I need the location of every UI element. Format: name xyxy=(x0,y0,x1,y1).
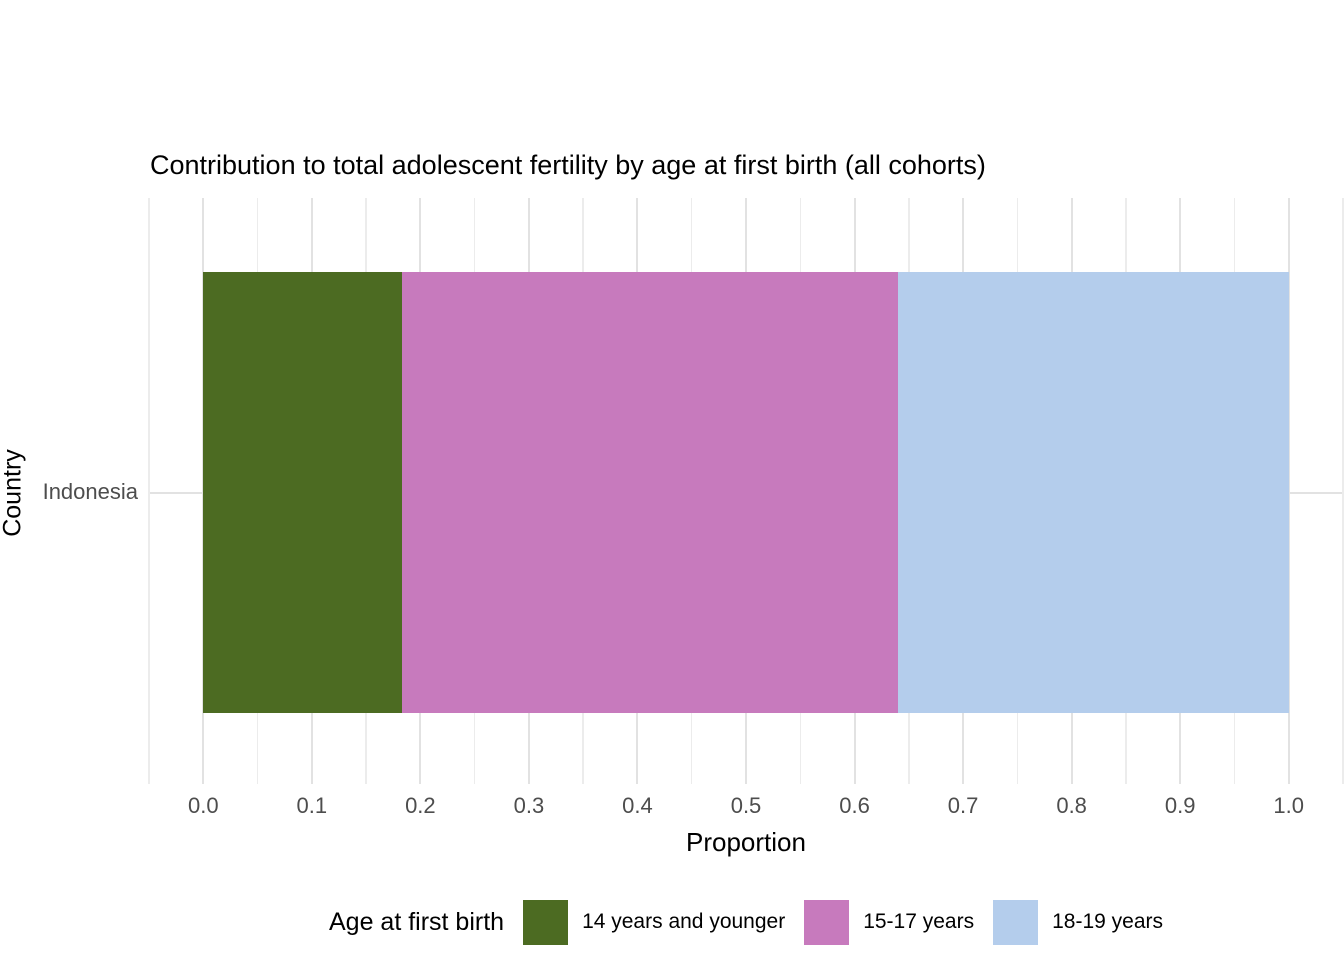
bar-segment-14-years-and-younger xyxy=(203,272,402,713)
legend-label: 18-19 years xyxy=(1052,910,1164,933)
x-tick-label: 0.4 xyxy=(622,793,653,818)
legend-title: Age at first birth xyxy=(328,907,505,936)
x-tick-label: 0.7 xyxy=(947,793,979,818)
legend-item: 14 years and younger xyxy=(523,899,786,945)
bar-segment-18-19-years xyxy=(897,272,1289,713)
x-axis-title: Proportion xyxy=(686,827,806,857)
legend-item: 18-19 years xyxy=(993,899,1164,945)
x-tick-label: 0.1 xyxy=(296,793,328,818)
y-tick-label-indonesia: Indonesia xyxy=(42,479,138,504)
x-tick-label: 0.9 xyxy=(1164,793,1196,818)
gridline-vertical-minor xyxy=(148,198,150,784)
legend-label: 15-17 years xyxy=(863,910,975,933)
plot-panel xyxy=(148,198,1344,784)
legend-swatch xyxy=(804,899,850,945)
x-tick-label: 0.6 xyxy=(839,793,870,818)
x-tick-label: 0.5 xyxy=(730,793,762,818)
x-tick-label: 0.8 xyxy=(1056,793,1087,818)
legend-swatch xyxy=(523,899,569,945)
legend: Age at first birth 14 years and younger 1… xyxy=(149,897,1343,947)
x-tick-label: 0.0 xyxy=(187,793,219,818)
bar-segment-15-17-years xyxy=(401,272,898,713)
x-tick-label: 0.3 xyxy=(513,793,545,818)
x-tick-label: 0.2 xyxy=(405,793,436,818)
gridline-vertical-minor xyxy=(1342,198,1344,784)
legend-label: 14 years and younger xyxy=(582,910,786,933)
x-tick-label: 1.0 xyxy=(1273,793,1305,818)
legend-swatch xyxy=(993,899,1039,945)
legend-item: 15-17 years xyxy=(804,899,975,945)
gridline-vertical-major xyxy=(1287,198,1290,784)
chart-title: Contribution to total adolescent fertili… xyxy=(150,150,986,180)
